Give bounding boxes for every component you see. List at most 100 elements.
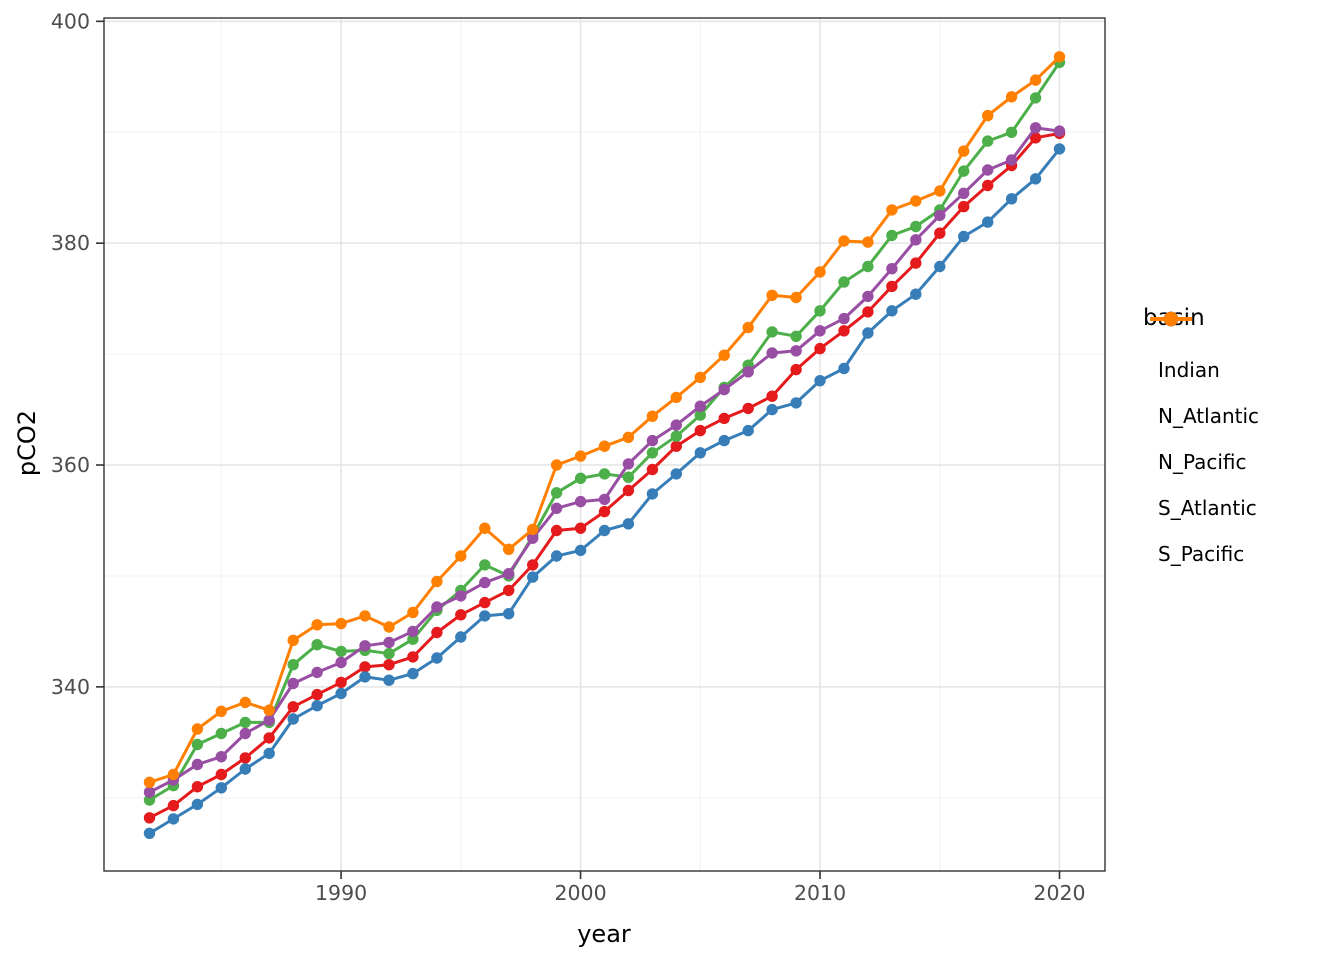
data-point-s_atlantic bbox=[455, 590, 467, 602]
data-point-s_pacific bbox=[431, 575, 443, 588]
data-point-s_pacific bbox=[670, 391, 682, 404]
data-point-n_atlantic bbox=[982, 216, 994, 228]
data-point-s_atlantic bbox=[694, 400, 706, 412]
data-point-n_pacific bbox=[694, 409, 706, 421]
data-point-indian bbox=[550, 524, 563, 537]
y-tick-label: 360 bbox=[51, 453, 90, 477]
data-point-s_atlantic bbox=[838, 312, 850, 325]
data-point-s_atlantic bbox=[574, 495, 587, 508]
data-point-n_atlantic bbox=[646, 488, 659, 500]
legend-row-n_atlantic: N_Atlantic bbox=[1143, 311, 1259, 439]
data-point-n_pacific bbox=[598, 468, 611, 480]
data-point-n_pacific bbox=[790, 330, 802, 342]
data-point-s_pacific bbox=[550, 459, 563, 471]
data-point-indian bbox=[407, 651, 419, 663]
data-point-s_atlantic bbox=[1053, 125, 1066, 137]
data-point-indian bbox=[167, 799, 180, 812]
data-point-n_atlantic bbox=[527, 571, 539, 583]
data-point-s_pacific bbox=[239, 696, 251, 709]
data-point-n_atlantic bbox=[766, 403, 778, 416]
data-point-s_pacific bbox=[191, 723, 204, 735]
data-point-s_atlantic bbox=[335, 656, 347, 669]
data-point-s_atlantic bbox=[598, 493, 611, 506]
data-point-s_atlantic bbox=[215, 751, 227, 763]
data-point-s_pacific bbox=[934, 185, 946, 197]
data-point-n_atlantic bbox=[383, 674, 395, 686]
data-point-indian bbox=[862, 306, 874, 318]
data-point-n_pacific bbox=[862, 260, 874, 273]
data-point-s_atlantic bbox=[862, 290, 874, 303]
data-point-s_atlantic bbox=[958, 187, 970, 199]
data-point-s_atlantic bbox=[503, 568, 515, 580]
data-point-n_atlantic bbox=[910, 288, 922, 300]
data-point-s_atlantic bbox=[311, 666, 323, 679]
data-point-n_atlantic bbox=[694, 447, 706, 459]
data-point-n_pacific bbox=[550, 487, 563, 499]
data-point-n_pacific bbox=[1005, 126, 1018, 138]
data-point-n_atlantic bbox=[479, 610, 491, 622]
data-point-s_pacific bbox=[574, 450, 587, 462]
data-point-n_pacific bbox=[646, 447, 659, 459]
data-point-s_pacific bbox=[1029, 74, 1042, 86]
legend-key-icon bbox=[1150, 311, 1192, 327]
data-point-s_pacific bbox=[479, 522, 491, 534]
data-point-s_pacific bbox=[503, 543, 515, 555]
data-point-s_pacific bbox=[646, 410, 659, 422]
data-point-s_atlantic bbox=[766, 347, 778, 359]
data-point-n_atlantic bbox=[1029, 173, 1042, 185]
data-point-s_pacific bbox=[622, 431, 635, 443]
data-point-indian bbox=[670, 440, 682, 452]
data-point-s_pacific bbox=[167, 768, 180, 781]
data-point-s_pacific bbox=[862, 236, 874, 248]
data-point-indian bbox=[838, 325, 850, 337]
data-point-indian bbox=[718, 412, 730, 425]
data-point-n_atlantic bbox=[239, 763, 251, 775]
data-point-s_pacific bbox=[359, 610, 371, 622]
data-point-s_atlantic bbox=[431, 601, 443, 613]
data-point-indian bbox=[910, 257, 922, 269]
legend-row-indian: Indian bbox=[1143, 311, 1259, 393]
data-point-n_atlantic bbox=[742, 424, 754, 437]
data-point-indian bbox=[431, 626, 443, 639]
data-point-indian bbox=[790, 363, 802, 376]
data-point-s_pacific bbox=[814, 266, 826, 278]
data-point-s_atlantic bbox=[646, 434, 659, 447]
data-point-n_pacific bbox=[215, 727, 227, 740]
data-point-n_pacific bbox=[1029, 92, 1042, 104]
data-point-indian bbox=[479, 596, 491, 609]
data-point-indian bbox=[239, 752, 251, 764]
data-point-n_pacific bbox=[311, 639, 323, 651]
data-point-n_pacific bbox=[622, 471, 635, 483]
data-point-s_pacific bbox=[263, 704, 275, 716]
data-point-n_atlantic bbox=[359, 671, 371, 683]
data-point-n_atlantic bbox=[598, 524, 611, 537]
data-point-s_pacific bbox=[718, 349, 730, 361]
panel-border bbox=[103, 17, 1106, 872]
y-axis-title: pCO2 bbox=[13, 409, 41, 477]
data-point-s_pacific bbox=[527, 523, 539, 536]
data-point-s_pacific bbox=[694, 371, 706, 384]
data-point-n_pacific bbox=[479, 559, 491, 571]
data-point-n_pacific bbox=[910, 220, 922, 233]
legend-label: S_Pacific bbox=[1158, 542, 1245, 566]
data-point-indian bbox=[335, 676, 347, 689]
data-point-n_atlantic bbox=[287, 713, 299, 725]
legend-label: Indian bbox=[1158, 358, 1220, 382]
data-point-n_atlantic bbox=[263, 747, 275, 760]
data-point-n_atlantic bbox=[407, 667, 419, 680]
data-point-indian bbox=[934, 227, 946, 239]
data-point-indian bbox=[598, 505, 611, 518]
data-point-s_atlantic bbox=[359, 640, 371, 652]
data-point-s_atlantic bbox=[1005, 154, 1018, 166]
data-point-n_atlantic bbox=[862, 327, 874, 339]
data-point-indian bbox=[359, 661, 371, 673]
x-tick-label: 2000 bbox=[554, 881, 606, 905]
data-point-n_atlantic bbox=[886, 305, 898, 317]
data-point-n_pacific bbox=[383, 647, 395, 660]
data-point-n_pacific bbox=[958, 165, 970, 177]
data-point-n_pacific bbox=[335, 645, 347, 658]
data-point-n_pacific bbox=[670, 430, 682, 442]
data-point-s_pacific bbox=[838, 235, 850, 247]
